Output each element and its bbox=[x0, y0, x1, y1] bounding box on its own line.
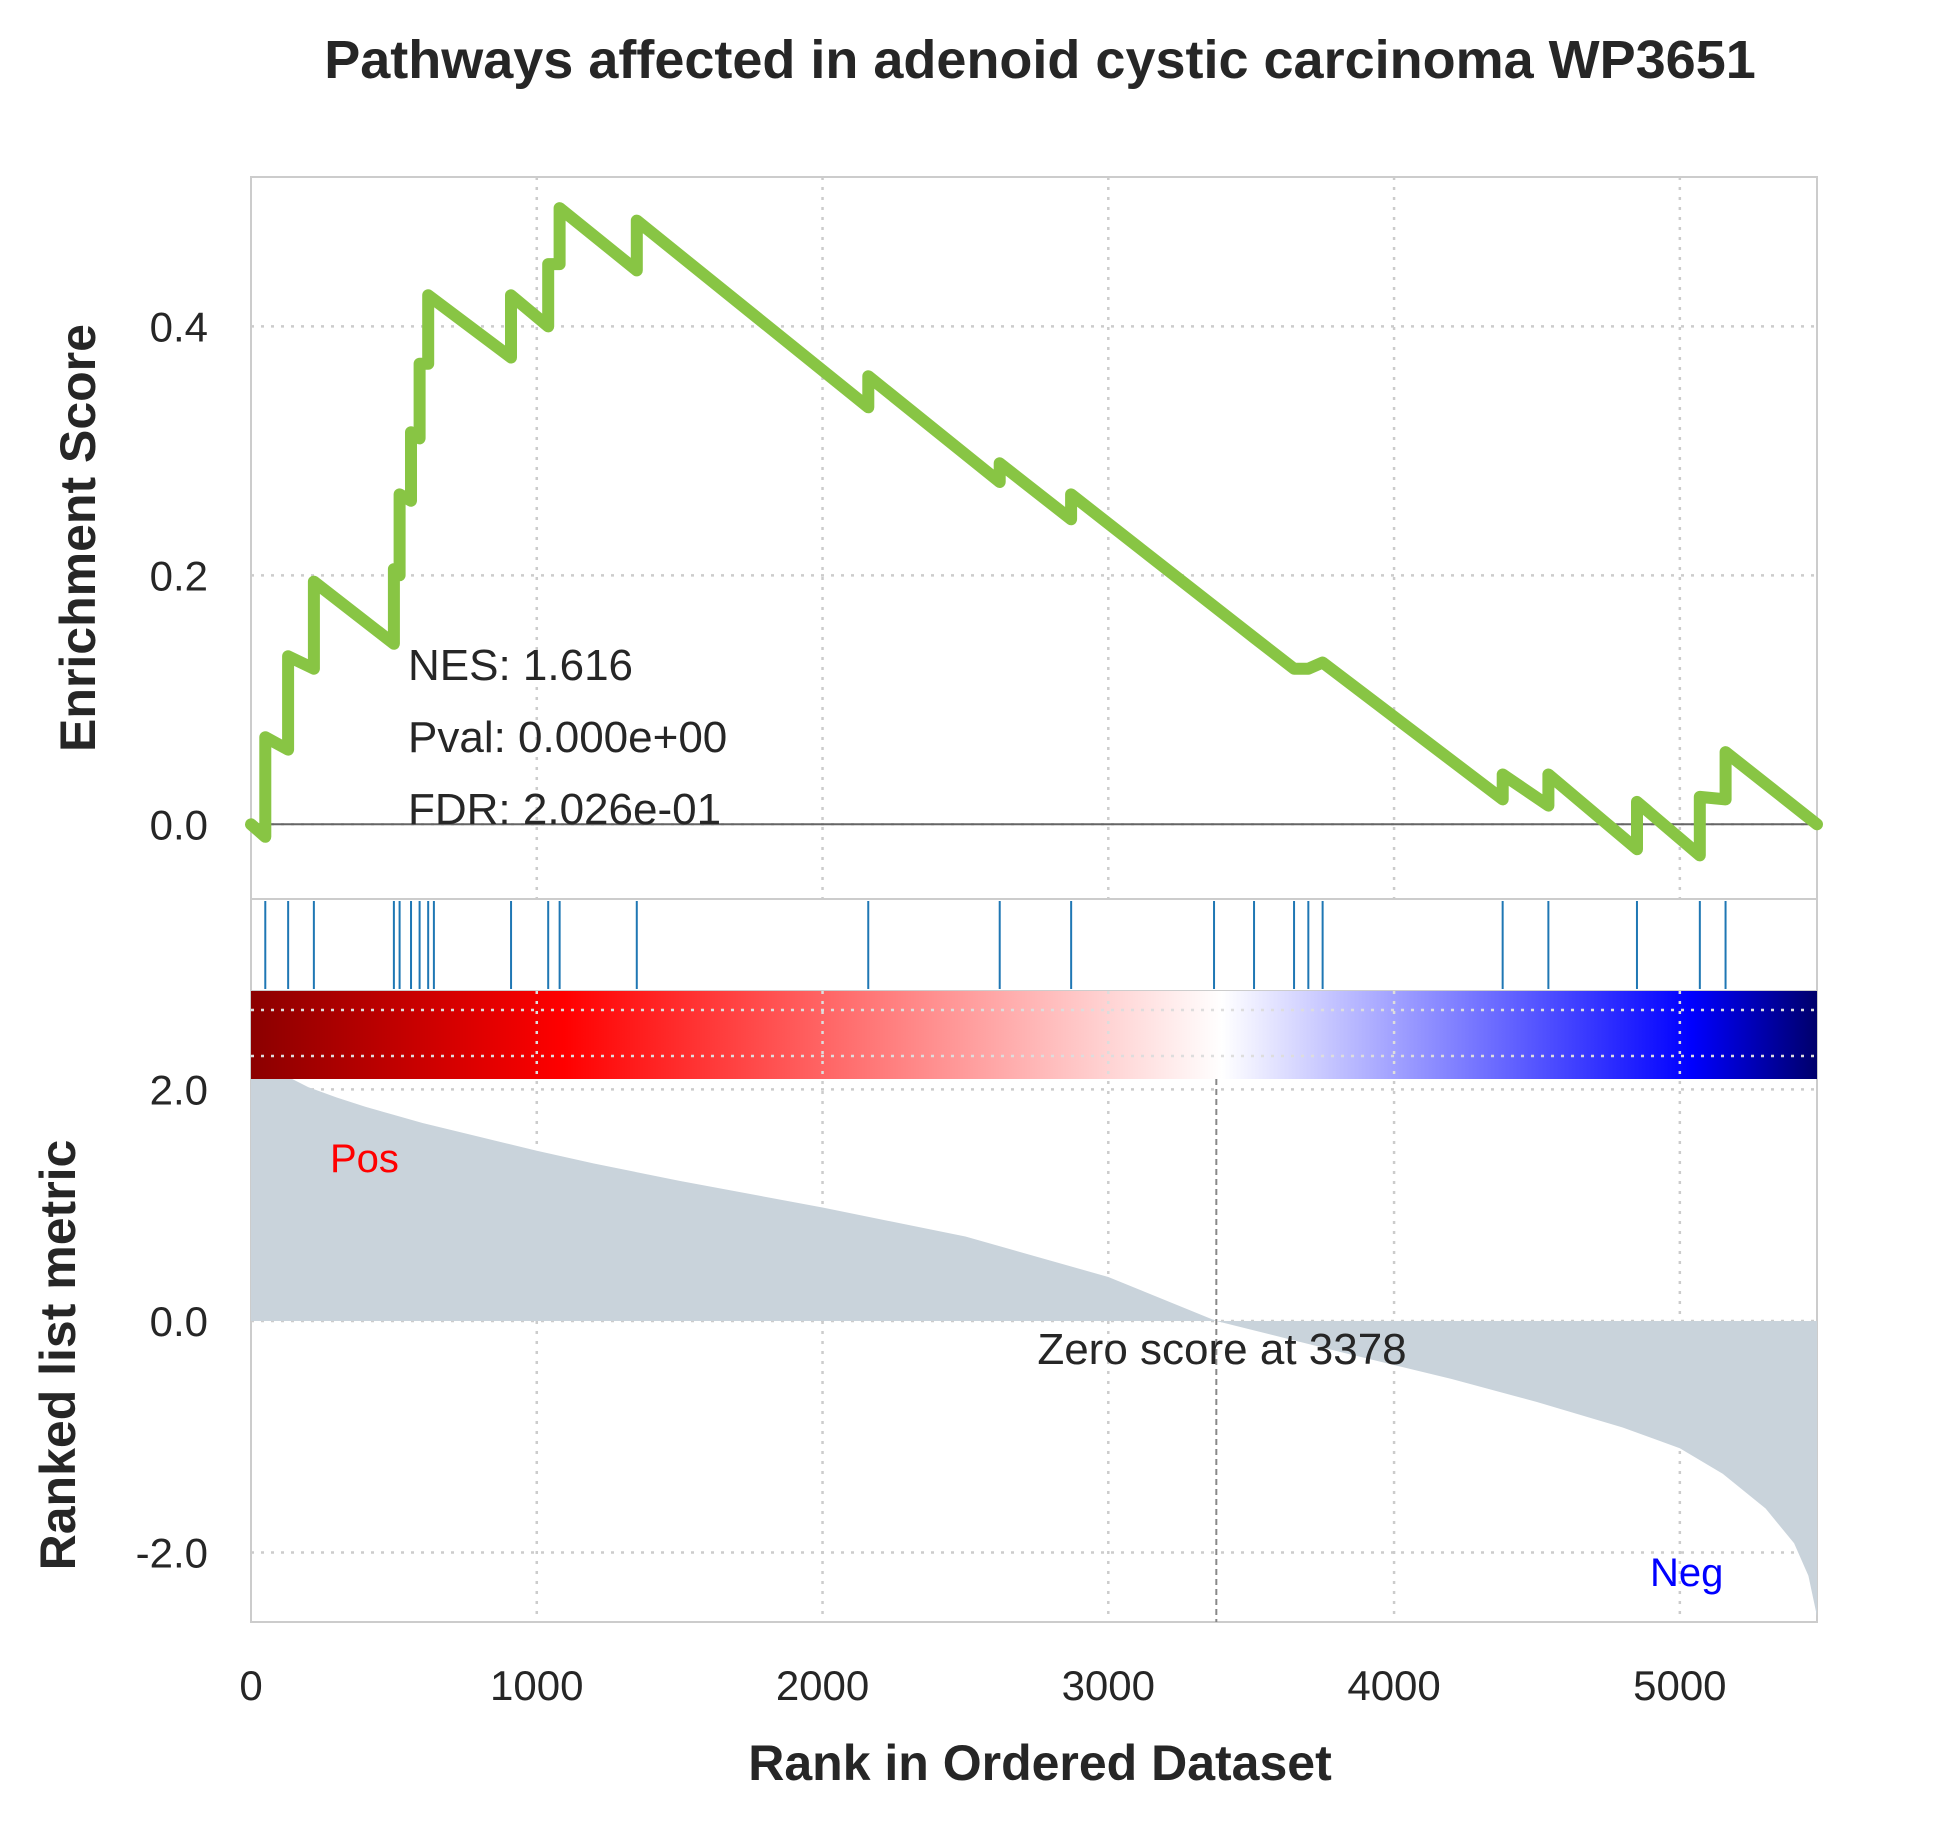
tick-layer: 0 1000 2000 3000 4000 5000 0.0 0.2 0.4 2.0 0.0 -2.0 bbox=[136, 303, 1727, 1709]
metric-layer bbox=[251, 1037, 1817, 1622]
pval-label: Pval: 0.000e+00 bbox=[408, 713, 727, 762]
chart-title: Pathways affected in adenoid cystic carc… bbox=[324, 30, 1756, 90]
x-axis-label: Rank in Ordered Dataset bbox=[748, 1735, 1332, 1791]
y-axis-label-enrichment: Enrichment Score bbox=[50, 324, 106, 752]
ranking-colorbar bbox=[251, 991, 1817, 1079]
x-tick-label: 4000 bbox=[1347, 1662, 1440, 1709]
x-tick-label: 2000 bbox=[776, 1662, 869, 1709]
y-tick-label-metric: 2.0 bbox=[150, 1066, 208, 1113]
y-axis-label-metric: Ranked list metric bbox=[30, 1140, 86, 1571]
y-tick-label-metric: 0.0 bbox=[150, 1298, 208, 1345]
pos-label: Pos bbox=[330, 1137, 399, 1181]
fdr-label: FDR: 2.026e-01 bbox=[408, 785, 721, 834]
x-tick-label: 1000 bbox=[490, 1662, 583, 1709]
hits-panel bbox=[250, 898, 1818, 992]
ranked-metric-area bbox=[251, 1037, 1817, 1617]
y-tick-label-es: 0.4 bbox=[150, 303, 208, 350]
x-tick-label: 5000 bbox=[1633, 1662, 1726, 1709]
zero-score-label: Zero score at 3378 bbox=[1037, 1325, 1406, 1374]
hits-layer bbox=[264, 901, 1727, 989]
colorbar-grid bbox=[251, 991, 1817, 1079]
y-tick-label-metric: -2.0 bbox=[136, 1530, 208, 1577]
enrichment-score-line bbox=[245, 202, 1823, 862]
x-tick-label: 3000 bbox=[1062, 1662, 1155, 1709]
nes-label: NES: 1.616 bbox=[408, 641, 633, 690]
x-tick-label: 0 bbox=[239, 1662, 262, 1709]
y-tick-label-es: 0.0 bbox=[150, 801, 208, 848]
es-layer bbox=[245, 202, 1823, 862]
y-tick-label-es: 0.2 bbox=[150, 552, 208, 599]
neg-label: Neg bbox=[1650, 1551, 1723, 1595]
